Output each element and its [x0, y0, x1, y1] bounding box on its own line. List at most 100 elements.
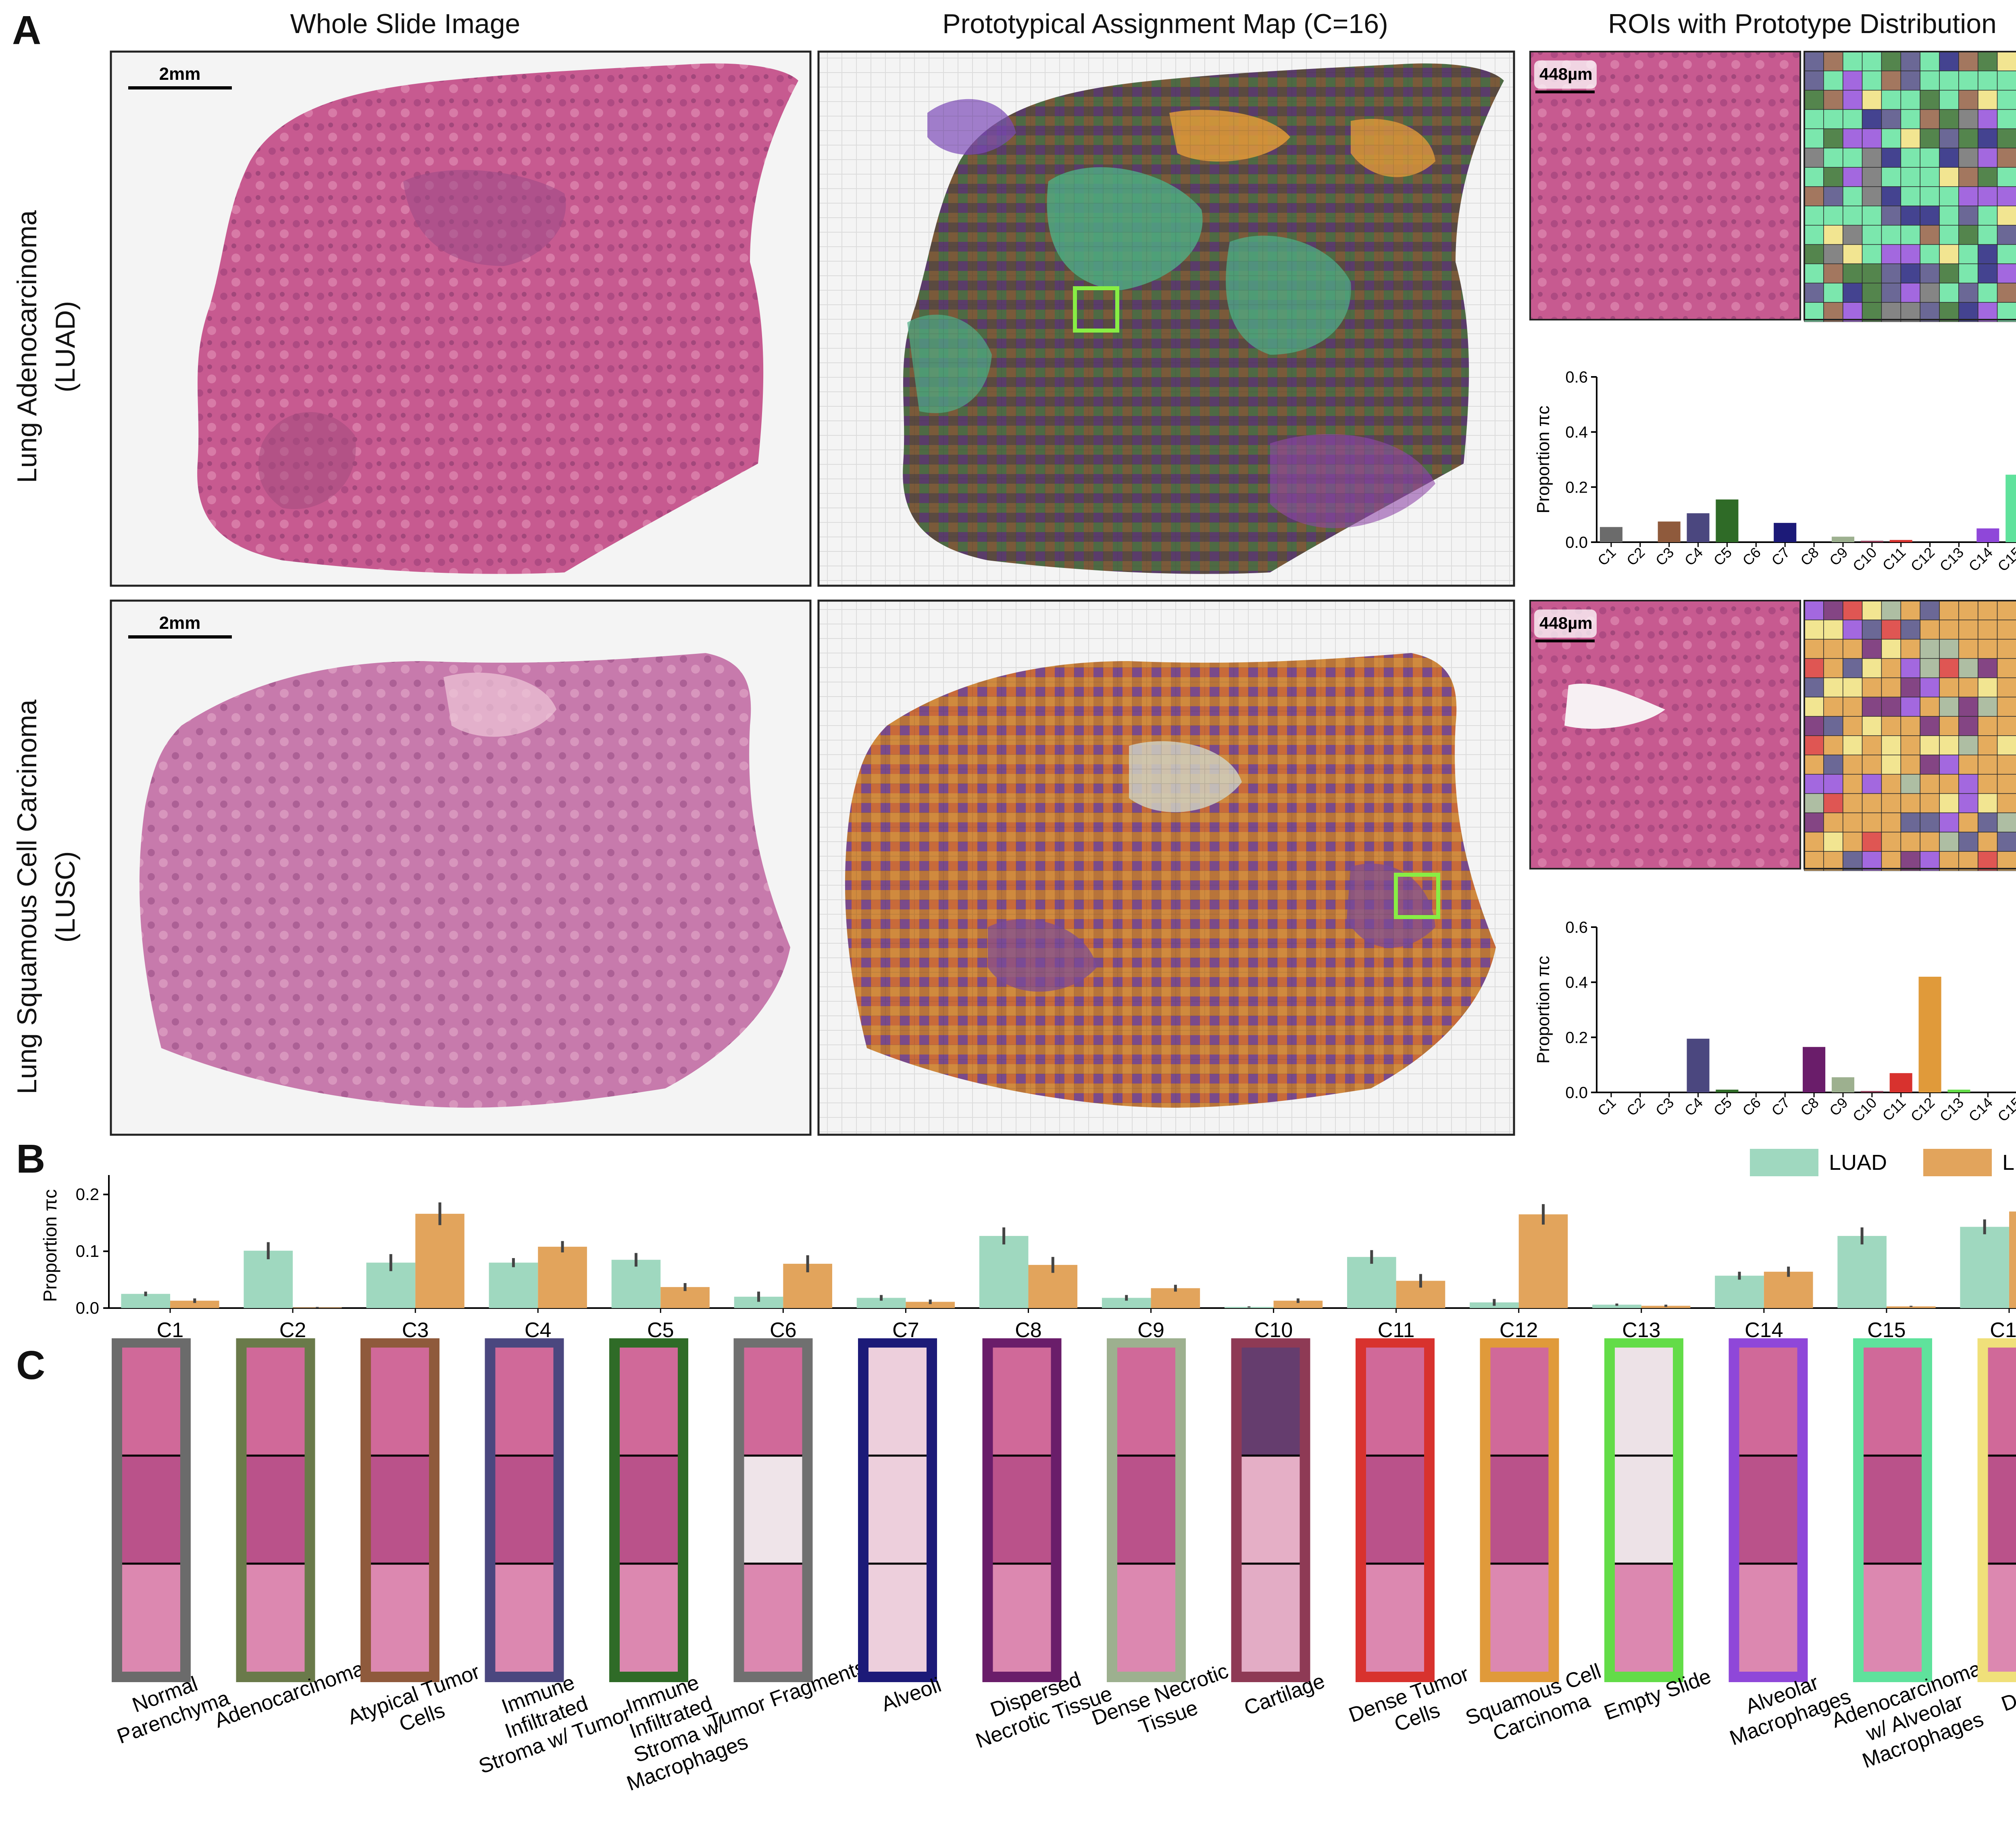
bar-luad-c13	[1592, 1304, 1641, 1308]
roi-proto-tile	[1881, 639, 1901, 659]
roi-proto-tile	[1862, 620, 1882, 640]
roi-proto-tile	[1804, 774, 1824, 794]
roi-proto-tile	[1920, 716, 1940, 736]
roi-proto-tile	[1977, 186, 1998, 206]
roi-proto-tile	[1842, 755, 1863, 775]
roi-proto-tile	[1881, 735, 1901, 755]
roi-proto-tile	[1939, 851, 1959, 871]
roi-proto-tile	[1977, 812, 1998, 833]
y-tick-label: 0.0	[76, 1298, 99, 1317]
prototype-patch	[1615, 1456, 1673, 1564]
roi-proto-tile	[1823, 716, 1843, 736]
roi-proto-tile	[1977, 620, 1998, 640]
roi-proto-tile	[1920, 639, 1940, 659]
panel-a: A Whole Slide Image Prototypical Assignm…	[12, 8, 2016, 1136]
bar-c9	[1831, 537, 1854, 542]
x-tick-label: C3	[402, 1319, 429, 1338]
roi-proto-tile	[1862, 186, 1882, 206]
roi-proto-tile	[1881, 658, 1901, 678]
roi-proto-tile	[1842, 51, 1863, 71]
x-tick-label: C1	[1594, 1094, 1619, 1119]
prototype-patch	[868, 1456, 927, 1564]
prototype-patch	[993, 1564, 1051, 1672]
luad-map-grid	[818, 52, 1514, 586]
bar-lusc-c10	[1273, 1300, 1323, 1308]
x-tick-label: C5	[647, 1319, 674, 1338]
prototype-card-c9: Dense NecroticTissue	[1089, 1338, 1231, 1739]
roi-proto-tile	[1920, 109, 1940, 129]
bar-lusc-c16	[2009, 1211, 2016, 1308]
roi-proto-tile	[1862, 128, 1882, 149]
x-tick-label: C2	[279, 1319, 306, 1338]
prototype-patch	[1739, 1456, 1797, 1564]
roi-proto-tile	[1881, 263, 1901, 284]
prototype-patch	[1117, 1456, 1175, 1564]
roi-proto-tile	[1881, 244, 1901, 264]
roi-proto-tile	[1823, 206, 1843, 226]
y-axis-label: Proportion πc	[40, 1189, 60, 1302]
roi-proto-tile	[1977, 167, 1998, 187]
roi-proto-tile	[1920, 851, 1940, 871]
roi-proto-tile	[1920, 244, 1940, 264]
x-tick-label: C11	[1879, 544, 1909, 574]
x-tick-label: C13	[1936, 1094, 1967, 1125]
bar-lusc-c1	[170, 1300, 219, 1308]
roi-proto-tile	[1881, 167, 1901, 187]
roi-proto-tile	[1977, 793, 1998, 813]
roi-proto-tile	[1939, 206, 1959, 226]
roi-proto-tile	[1823, 148, 1843, 168]
roi-proto-tile	[1939, 89, 1959, 110]
roi-proto-tile	[1804, 109, 1824, 129]
legend-label-luad: LUAD	[1829, 1150, 1887, 1175]
roi-proto-tile	[1939, 283, 1959, 303]
roi-proto-tile	[1823, 620, 1843, 640]
roi-proto-tile	[1862, 639, 1882, 659]
roi-proto-tile	[1842, 71, 1863, 91]
roi-proto-tile	[1881, 851, 1901, 871]
roi-proto-tile	[1881, 89, 1901, 110]
roi-proto-tile	[1881, 186, 1901, 206]
roi-proto-tile	[1900, 639, 1920, 659]
roi-proto-tile	[1997, 167, 2016, 187]
roi-proto-tile	[1862, 302, 1882, 322]
roi-proto-tile	[1804, 812, 1824, 833]
x-tick-label: C6	[1739, 544, 1764, 569]
bar-lusc-c14	[1764, 1271, 1813, 1308]
roi-proto-tile	[1977, 774, 1998, 794]
prototype-patch	[1490, 1564, 1549, 1672]
roi-proto-tile	[1920, 755, 1940, 775]
roi-proto-tile	[1939, 71, 1959, 91]
roi-proto-tile	[1881, 832, 1901, 852]
roi-proto-tile	[1939, 167, 1959, 187]
bar-c11	[1889, 1073, 1912, 1092]
roi-proto-tile	[1958, 283, 1979, 303]
x-tick-label: C16	[1990, 1319, 2016, 1338]
roi-proto-tile	[1939, 600, 1959, 620]
prototype-patch	[1615, 1348, 1673, 1456]
prototype-patch	[744, 1348, 802, 1456]
x-tick-label: C13	[1622, 1319, 1660, 1338]
y-tick-label: 0.0	[1565, 1084, 1588, 1102]
bar-lusc-c12	[1518, 1214, 1568, 1308]
legend-label-lusc: LUSC	[2002, 1150, 2016, 1175]
roi-proto-tile	[1804, 225, 1824, 245]
roi-proto-tile	[1997, 697, 2016, 717]
bar-luad-c2	[244, 1250, 293, 1308]
lusc-roi-proto	[1804, 600, 2016, 871]
x-tick-label: C9	[1826, 1094, 1851, 1119]
roi-proto-tile	[1997, 620, 2016, 640]
roi-proto-tile	[1862, 832, 1882, 852]
roi-proto-tile	[1804, 186, 1824, 206]
prototype-card-c10: Cartilage	[1231, 1338, 1328, 1720]
roi-proto-tile	[1958, 832, 1979, 852]
roi-proto-tile	[1862, 71, 1882, 91]
roi-proto-tile	[1804, 755, 1824, 775]
roi-proto-tile	[1900, 774, 1920, 794]
roi-proto-tile	[1920, 658, 1940, 678]
prototype-card-c15: Adenocarcinomaw/ AlveolarMacrophages	[1829, 1338, 1987, 1773]
x-tick-label: C6	[1739, 1094, 1764, 1119]
roi-proto-tile	[1862, 716, 1882, 736]
roi-proto-tile	[1958, 774, 1979, 794]
roi-proto-tile	[1900, 186, 1920, 206]
